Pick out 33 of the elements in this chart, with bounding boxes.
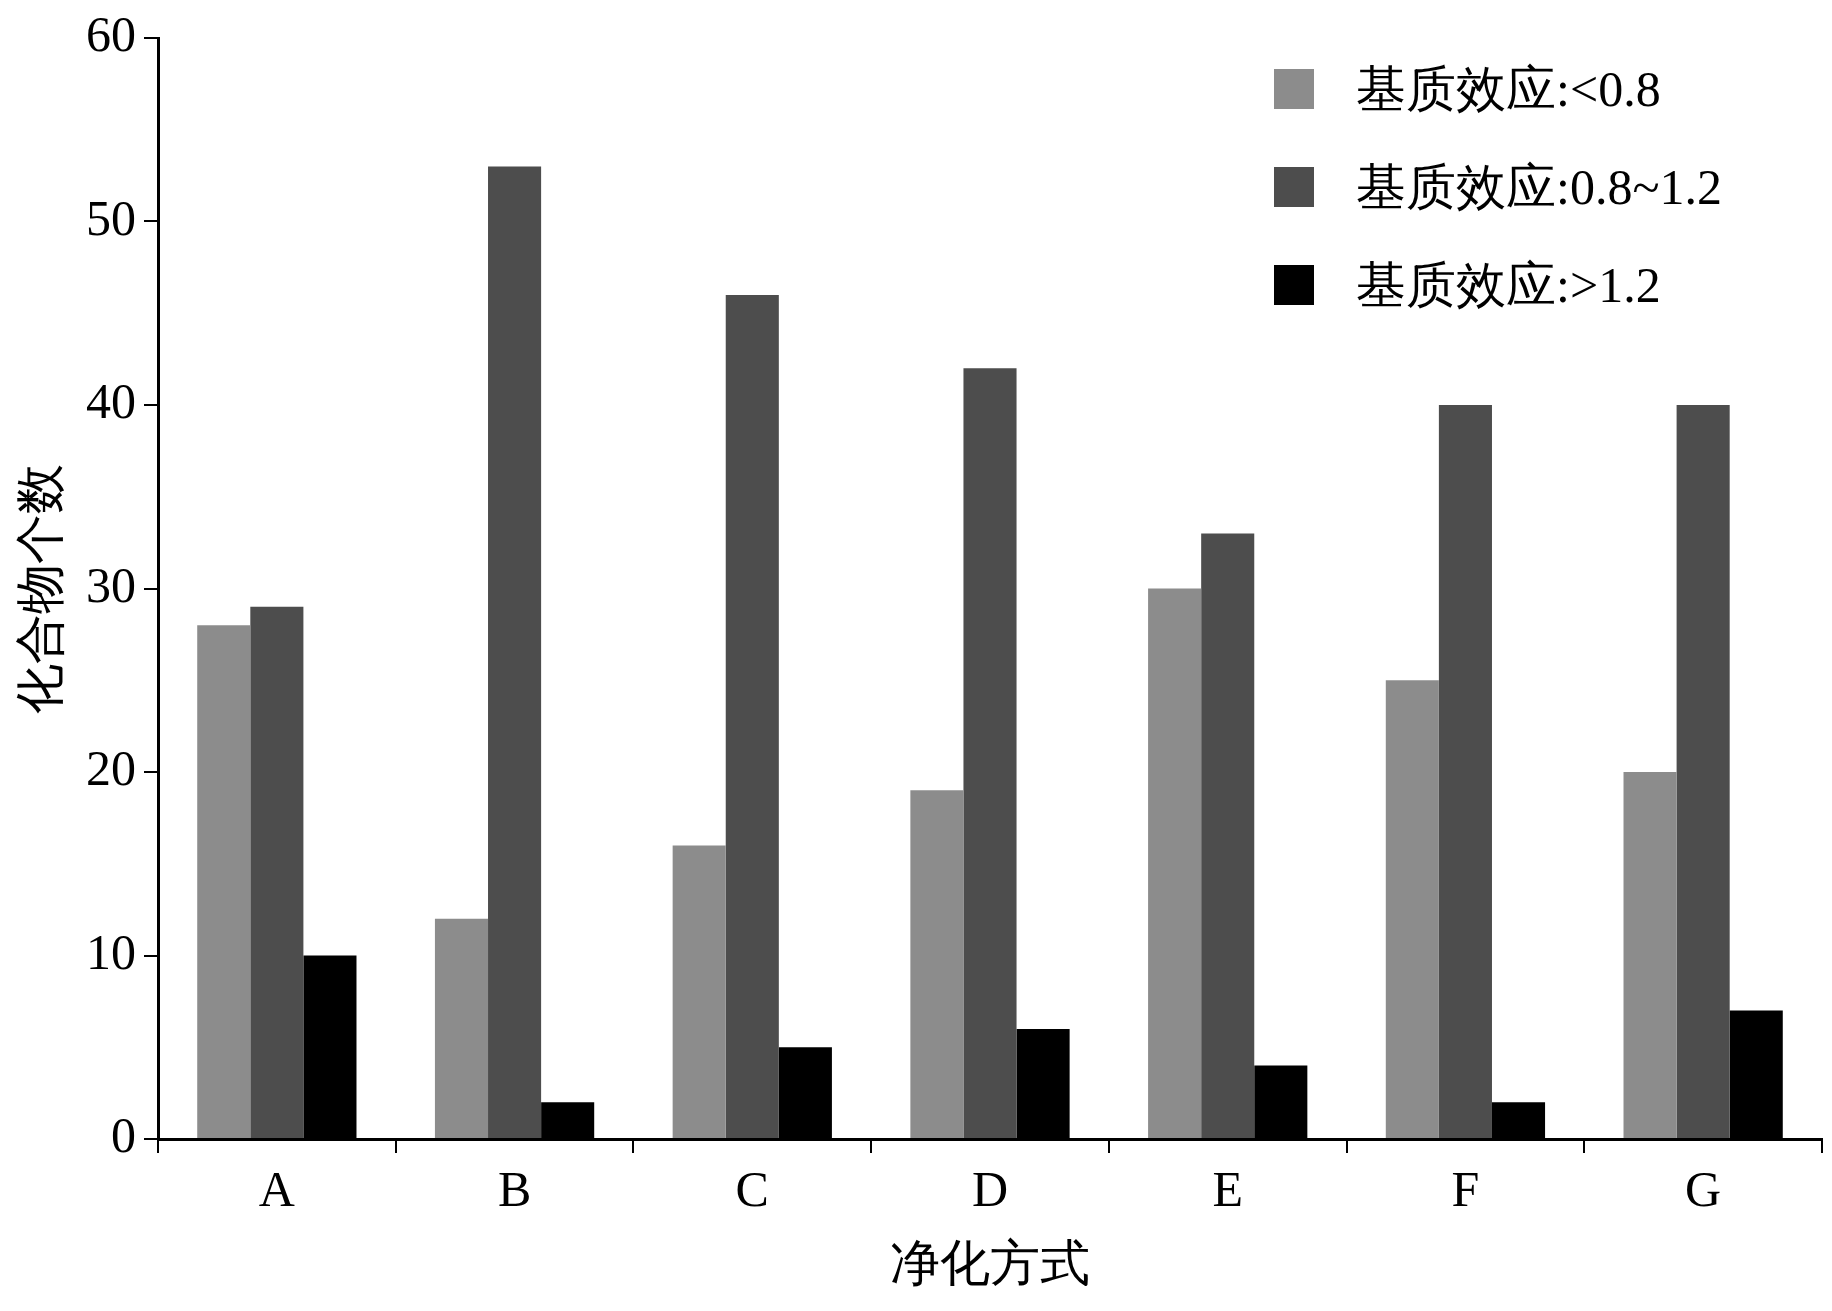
y-tick-label: 20 (86, 740, 136, 797)
y-tick-label: 30 (86, 556, 136, 613)
y-tick-label: 40 (86, 373, 136, 430)
bar (1438, 405, 1492, 1138)
x-tick-label: A (258, 1161, 295, 1218)
x-tick-label: C (735, 1161, 769, 1218)
y-tick-label: 60 (86, 6, 136, 63)
bar (1623, 772, 1677, 1138)
x-tick-label: E (1212, 1161, 1243, 1218)
x-tick-label: G (1685, 1161, 1722, 1218)
bar (725, 294, 779, 1138)
bar (1385, 680, 1439, 1138)
x-tick-label: F (1451, 1161, 1480, 1218)
bar (1201, 533, 1255, 1138)
legend-label: 基质效应:>1.2 (1356, 256, 1661, 315)
y-tick-label: 50 (86, 189, 136, 246)
bar (197, 625, 251, 1138)
bar (963, 368, 1017, 1138)
bar (910, 790, 964, 1138)
y-tick-label: 10 (86, 923, 136, 980)
x-axis-title: 净化方式 (890, 1235, 1090, 1292)
bar (1676, 405, 1730, 1138)
legend-label: 基质效应:<0.8 (1356, 60, 1661, 119)
bar (488, 166, 542, 1138)
bar (1148, 588, 1202, 1138)
bar (434, 918, 489, 1138)
bar (250, 606, 304, 1138)
legend-label: 基质效应:0.8~1.2 (1356, 158, 1722, 217)
x-tick-label: D (971, 1161, 1009, 1218)
x-tick-label: B (497, 1161, 532, 1218)
bar (672, 845, 726, 1138)
y-tick-label: 0 (111, 1107, 136, 1164)
y-axis-title: 化合物个数 (12, 463, 69, 714)
